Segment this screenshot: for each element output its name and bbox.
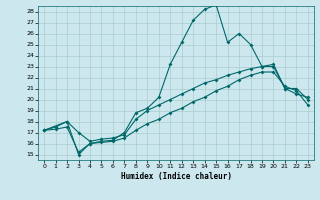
X-axis label: Humidex (Indice chaleur): Humidex (Indice chaleur) [121, 172, 231, 181]
